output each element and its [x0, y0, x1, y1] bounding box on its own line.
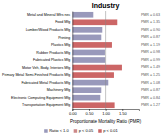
y-tick: Food Mfg: [55, 20, 70, 24]
data-label: PMR = 0.87: [141, 88, 160, 92]
plot-area: [72, 11, 122, 109]
x-tick-label: 0.00: [69, 111, 78, 116]
bar: [72, 12, 93, 18]
y-tick: Plastics Mfg: [51, 43, 70, 47]
bar: [72, 87, 101, 93]
data-label: PMR = 0.87: [141, 35, 160, 39]
y-tick-label: Fabricated Plastics Mfg: [33, 58, 70, 62]
x-axis-title: Proportionate Mortality Ratio (PMR): [70, 119, 142, 124]
data-labels: PMR = 0.63 PMR = 1.35 PMR = 0.90 PMR = 0.87…: [141, 13, 160, 107]
data-label: PMR = 0.99: [141, 58, 160, 62]
data-label: PMR = 1.35: [141, 20, 160, 24]
y-tick: Printing: [58, 36, 70, 40]
y-tick-label: Plastics Mfg: [51, 43, 70, 47]
data-label: PMR = 1.25: [141, 73, 160, 77]
x-tick-label: 0.50: [86, 111, 95, 116]
bar: [72, 95, 100, 101]
x-tick: 1.00: [102, 109, 111, 116]
bar: [72, 102, 114, 108]
y-tick: Lumber/Wood Products Mfg: [26, 28, 71, 32]
y-axis: Metal and Mineral Mfrs nec Food Mfg Lumber…: [2, 12, 73, 110]
y-tick-label: Electronic Computing Equipment Mfg: [11, 96, 70, 100]
y-tick-label: Printing: [58, 36, 70, 40]
legend-label: p < 0.05: [79, 128, 94, 133]
bar: [72, 50, 105, 56]
legend-item: p < 0.05: [74, 128, 94, 133]
x-tick: 1.50: [119, 109, 128, 116]
y-tick: Transportation Equipment Mfg: [22, 103, 70, 107]
bar: [72, 27, 102, 33]
legend-label: Ratio < 1.0: [49, 128, 69, 133]
legend-swatch: [44, 129, 48, 133]
reference-line: [105, 11, 106, 109]
y-tick: Rubber Products Mfg: [36, 51, 70, 55]
legend-swatch: [74, 129, 78, 133]
bar: [72, 72, 114, 78]
title: Industry: [92, 2, 120, 10]
x-tick-label: 1.00: [102, 111, 111, 116]
y-tick: Machinery Mfg: [47, 88, 71, 92]
data-label: PMR = 1.08: [141, 81, 160, 85]
y-tick-label: Metal and Mineral Mfrs nec: [27, 13, 71, 17]
bar: [72, 65, 122, 71]
y-tick: Fabricated Plastics Mfg: [33, 58, 70, 62]
x-tick: 0.00: [69, 109, 78, 116]
y-tick: Electronic Computing Equipment Mfg: [11, 96, 70, 100]
data-label: PMR = 1.49: [141, 65, 160, 69]
legend-label: p < 0.01: [103, 128, 118, 133]
y-tick-label: Lumber/Wood Products Mfg: [26, 28, 71, 32]
data-label: PMR = 0.63: [141, 13, 160, 17]
y-tick-label: Fabricated Metal Products Mfg: [21, 81, 70, 85]
y-tick-label: Primary Metal Semi-Finished Products Mfg: [2, 73, 70, 77]
y-tick: Motor Veh, Body, Interiors Mfg: [22, 66, 70, 70]
legend-swatch: [98, 129, 102, 133]
y-tick-label: Motor Veh, Body, Interiors Mfg: [22, 66, 70, 70]
legend-item: p < 0.01: [98, 128, 118, 133]
x-tick-label: 1.50: [119, 111, 128, 116]
y-axis-line: [72, 12, 73, 110]
y-tick: Fabricated Metal Products Mfg: [21, 81, 70, 85]
legend: Ratio < 1.0 p < 0.05 p < 0.01: [44, 128, 118, 133]
y-tick: Primary Metal Semi-Finished Products Mfg: [2, 73, 70, 77]
bar: [72, 42, 112, 48]
y-tick: Metal and Mineral Mfrs nec: [27, 13, 71, 17]
y-tick-label: Rubber Products Mfg: [36, 51, 70, 55]
y-tick-label: Transportation Equipment Mfg: [22, 103, 70, 107]
bar: [72, 80, 108, 86]
data-label: PMR = 0.84: [141, 96, 160, 100]
data-label: PMR = 0.90: [141, 28, 160, 32]
chart-container: 0.00 0.50 1.00 1.50 Metal and Mineral Mfrs n…: [0, 0, 162, 135]
data-label: PMR = 0.98: [141, 50, 160, 54]
y-tick-label: Food Mfg: [55, 20, 70, 24]
y-tick-label: Machinery Mfg: [47, 88, 71, 92]
data-label: PMR = 1.27: [141, 103, 160, 107]
x-axis: 0.00 0.50 1.00 1.50: [69, 109, 140, 116]
data-label: PMR = 1.19: [141, 43, 160, 47]
x-tick: 0.50: [86, 109, 95, 116]
bar: [72, 35, 101, 41]
bar: [72, 57, 105, 63]
chart: 0.00 0.50 1.00 1.50 Metal and Mineral Mfrs n…: [0, 0, 162, 135]
legend-item: Ratio < 1.0: [44, 128, 69, 133]
bar: [72, 19, 117, 25]
